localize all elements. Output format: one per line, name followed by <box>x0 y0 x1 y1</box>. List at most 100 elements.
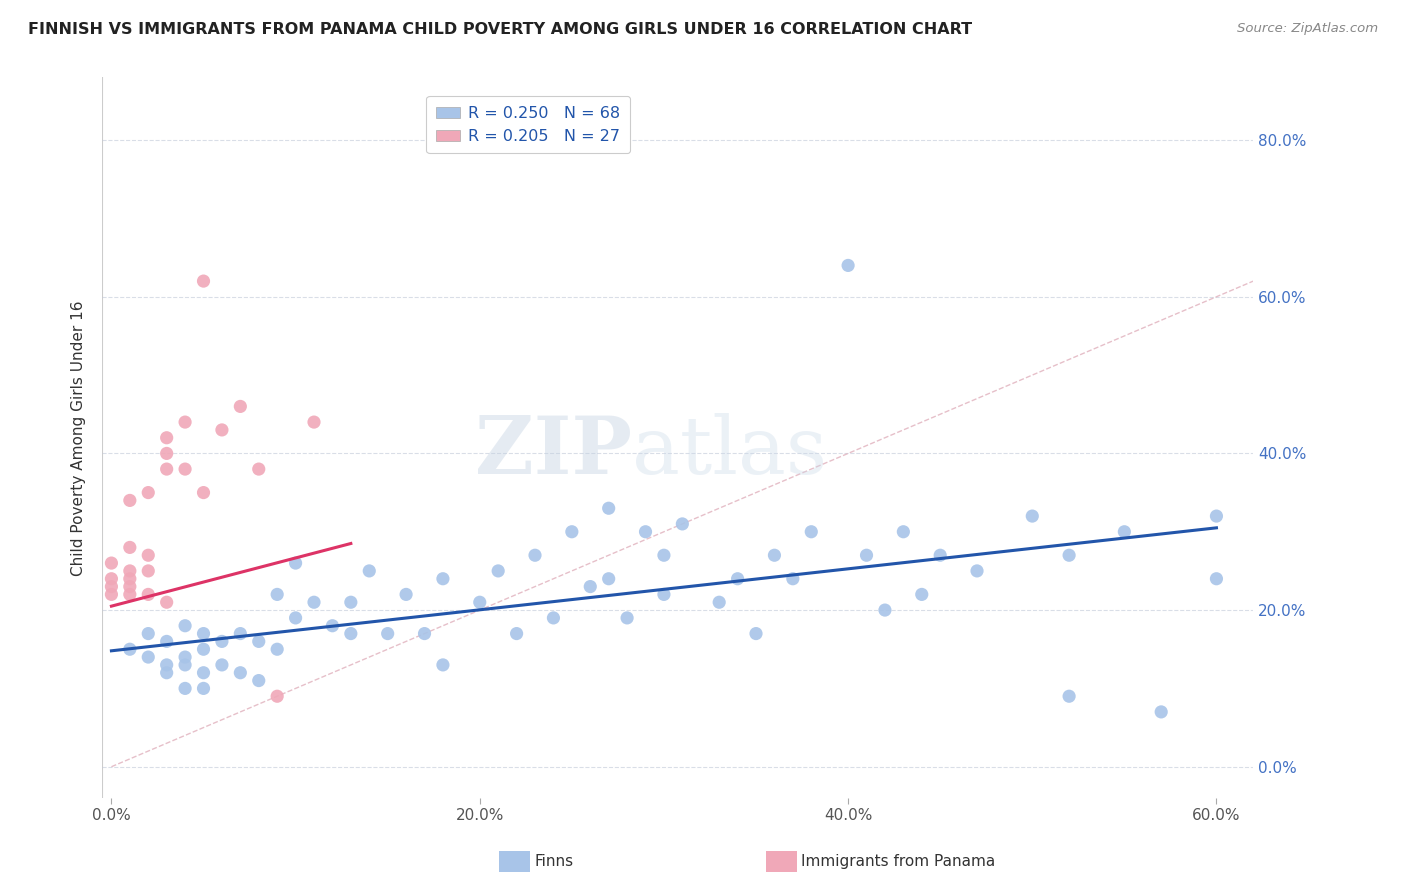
Point <box>543 611 565 625</box>
Point <box>211 634 233 648</box>
Point <box>800 524 823 539</box>
Point <box>193 626 215 640</box>
Point <box>1205 572 1227 586</box>
Point <box>156 657 179 672</box>
Point <box>211 657 233 672</box>
Point <box>873 603 896 617</box>
Point <box>598 572 620 586</box>
Point <box>340 595 363 609</box>
Point <box>118 564 141 578</box>
Point <box>136 564 159 578</box>
Legend: R = 0.250   N = 68, R = 0.205   N = 27: R = 0.250 N = 68, R = 0.205 N = 27 <box>426 96 630 153</box>
Point <box>174 415 197 429</box>
Point <box>193 485 215 500</box>
Point <box>136 485 159 500</box>
Point <box>247 673 270 688</box>
Point <box>855 548 877 562</box>
Point <box>156 462 179 476</box>
Point <box>266 690 288 704</box>
Point <box>136 650 159 665</box>
Point <box>118 572 141 586</box>
Point <box>118 541 141 555</box>
Point <box>1114 524 1136 539</box>
Point <box>966 564 988 578</box>
Point <box>156 431 179 445</box>
Point <box>432 657 454 672</box>
Point <box>1057 690 1080 704</box>
Point <box>321 619 343 633</box>
Point <box>136 626 159 640</box>
Point <box>340 626 363 640</box>
Point <box>616 611 638 625</box>
Point <box>284 611 307 625</box>
Point <box>193 665 215 680</box>
Point <box>727 572 749 586</box>
Point <box>156 446 179 460</box>
Point <box>709 595 731 609</box>
Point <box>211 423 233 437</box>
Point <box>486 564 509 578</box>
Point <box>1205 509 1227 524</box>
Point <box>652 548 675 562</box>
Point <box>100 587 122 601</box>
Point <box>118 587 141 601</box>
Point <box>100 572 122 586</box>
Point <box>1021 509 1043 524</box>
Point <box>763 548 786 562</box>
Point <box>100 580 122 594</box>
Point <box>413 626 436 640</box>
Text: ZIP: ZIP <box>475 413 631 491</box>
Point <box>174 619 197 633</box>
Point <box>302 415 325 429</box>
Point <box>524 548 547 562</box>
Point <box>174 650 197 665</box>
Point <box>229 665 252 680</box>
Point <box>1057 548 1080 562</box>
Point <box>193 274 215 288</box>
Point <box>911 587 934 601</box>
Point <box>136 548 159 562</box>
Point <box>395 587 418 601</box>
Text: atlas: atlas <box>631 413 827 491</box>
Point <box>174 462 197 476</box>
Point <box>634 524 657 539</box>
Point <box>193 681 215 696</box>
Point <box>193 642 215 657</box>
Point <box>302 595 325 609</box>
Point <box>598 501 620 516</box>
Point <box>118 642 141 657</box>
Point <box>505 626 527 640</box>
Text: Source: ZipAtlas.com: Source: ZipAtlas.com <box>1237 22 1378 36</box>
Point <box>156 665 179 680</box>
Point <box>468 595 491 609</box>
Text: Immigrants from Panama: Immigrants from Panama <box>801 855 995 869</box>
Point <box>229 626 252 640</box>
Point <box>929 548 952 562</box>
Point <box>671 516 693 531</box>
Point <box>561 524 583 539</box>
Point <box>266 587 288 601</box>
Y-axis label: Child Poverty Among Girls Under 16: Child Poverty Among Girls Under 16 <box>72 300 86 575</box>
Point <box>266 642 288 657</box>
Point <box>782 572 804 586</box>
Point <box>174 657 197 672</box>
Text: Finns: Finns <box>534 855 574 869</box>
Point <box>100 556 122 570</box>
Point <box>247 634 270 648</box>
Point <box>156 634 179 648</box>
Point <box>229 400 252 414</box>
Point <box>118 493 141 508</box>
Point <box>1150 705 1173 719</box>
Point <box>156 595 179 609</box>
Point <box>579 580 602 594</box>
Point <box>136 587 159 601</box>
Point <box>837 259 859 273</box>
Point <box>891 524 914 539</box>
Point <box>284 556 307 570</box>
Point <box>652 587 675 601</box>
Point <box>118 580 141 594</box>
Point <box>247 462 270 476</box>
Point <box>359 564 381 578</box>
Point <box>377 626 399 640</box>
Point <box>432 572 454 586</box>
